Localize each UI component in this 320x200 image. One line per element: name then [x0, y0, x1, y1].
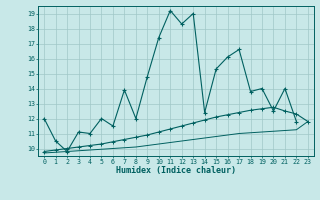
X-axis label: Humidex (Indice chaleur): Humidex (Indice chaleur)	[116, 166, 236, 175]
